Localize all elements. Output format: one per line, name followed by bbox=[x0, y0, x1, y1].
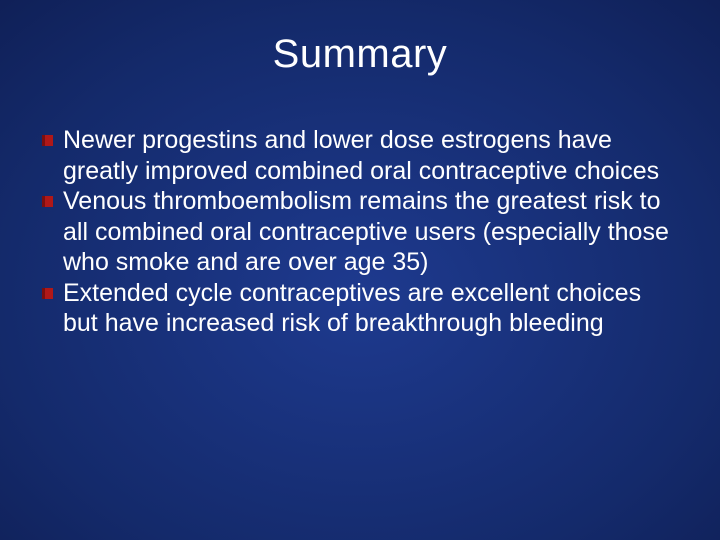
bullet-item: Newer progestins and lower dose estrogen… bbox=[42, 125, 680, 186]
slide-body: Newer progestins and lower dose estrogen… bbox=[0, 125, 720, 339]
bullet-marker-icon bbox=[42, 288, 53, 299]
bullet-text: Newer progestins and lower dose estrogen… bbox=[63, 125, 680, 186]
bullet-text: Venous thromboembolism remains the great… bbox=[63, 186, 680, 278]
slide-title: Summary bbox=[0, 0, 720, 125]
bullet-item: Venous thromboembolism remains the great… bbox=[42, 186, 680, 278]
bullet-text: Extended cycle contraceptives are excell… bbox=[63, 278, 680, 339]
bullet-marker-icon bbox=[42, 196, 53, 207]
bullet-item: Extended cycle contraceptives are excell… bbox=[42, 278, 680, 339]
bullet-marker-icon bbox=[42, 135, 53, 146]
